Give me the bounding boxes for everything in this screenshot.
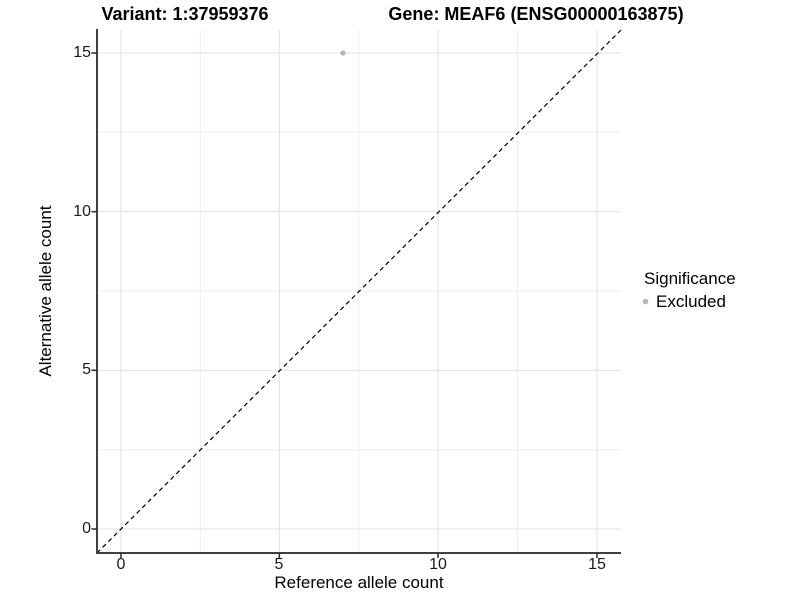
x-tick-label-15: 15 [588, 556, 606, 573]
identity-line [96, 29, 622, 554]
x-axis-title: Reference allele count [274, 573, 444, 592]
legend-key-dot [642, 298, 649, 305]
gene-title: Gene: MEAF6 (ENSG00000163875) [388, 4, 684, 24]
legend-item-excluded: Excluded [656, 292, 726, 311]
variant-title: Variant: 1:37959376 [101, 4, 269, 24]
x-tick-marks [120, 553, 598, 558]
y-tick-marks [91, 52, 97, 530]
y-tick-label-10: 10 [73, 203, 91, 220]
data-point [340, 50, 346, 56]
major-gridlines [97, 30, 621, 553]
legend-title: Significance [644, 269, 736, 288]
y-tick-label-15: 15 [73, 44, 91, 61]
y-tick-label-5: 5 [82, 361, 91, 378]
x-tick-label-5: 5 [274, 556, 284, 573]
y-axis-title: Alternative allele count [36, 205, 55, 377]
x-tick-label-0: 0 [116, 556, 126, 573]
y-tick-label-0: 0 [82, 520, 91, 537]
x-tick-label-10: 10 [429, 556, 447, 573]
